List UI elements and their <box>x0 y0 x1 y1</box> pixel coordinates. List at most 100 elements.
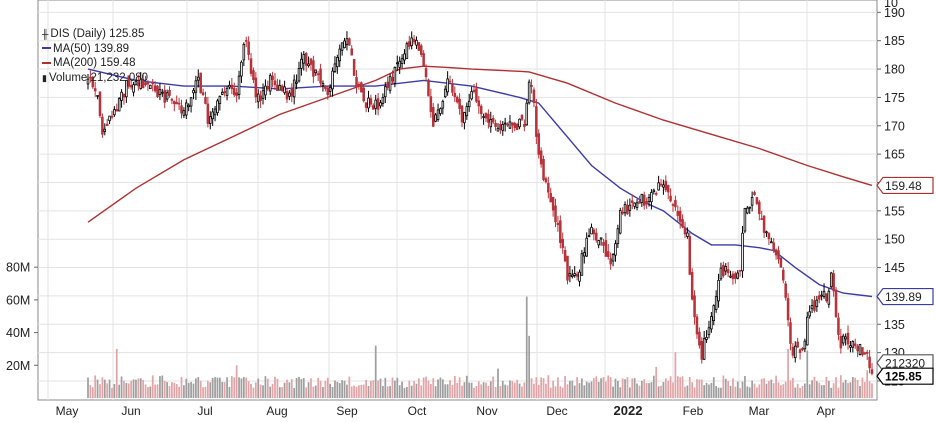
candle-body <box>460 105 464 123</box>
volume-bar <box>132 379 135 398</box>
candle-body <box>247 41 250 55</box>
candle <box>760 210 763 220</box>
candle <box>161 88 164 97</box>
candle <box>93 81 97 97</box>
candle-body <box>467 100 471 108</box>
volume-bar <box>415 383 418 398</box>
volume-bar <box>518 383 521 398</box>
volume-bar <box>127 383 130 398</box>
volume-bar <box>350 386 353 398</box>
candle <box>357 81 361 90</box>
candle-body <box>117 98 121 112</box>
candle <box>479 104 483 120</box>
candle <box>252 67 255 84</box>
candle-body <box>638 201 641 204</box>
volume-bar <box>640 380 643 398</box>
candle-body <box>331 70 334 90</box>
candle <box>515 122 519 131</box>
candle <box>321 80 325 92</box>
candle <box>674 195 677 211</box>
candle <box>777 246 780 264</box>
volume-bar <box>643 379 646 398</box>
candle-body <box>746 207 749 214</box>
candle-body <box>218 95 222 104</box>
volume-bar <box>192 383 195 398</box>
value-badge-frame <box>876 367 934 385</box>
candle <box>139 71 143 90</box>
candle-body <box>127 75 131 87</box>
volume-bar <box>758 384 761 398</box>
volume-bar <box>214 377 216 398</box>
candle <box>285 88 289 103</box>
candle-body <box>336 57 339 68</box>
volume-bar <box>700 379 703 398</box>
candle <box>794 341 797 363</box>
volume-bar <box>240 378 243 398</box>
candle-body <box>551 196 555 211</box>
candle-body <box>307 63 310 67</box>
candle-body <box>695 316 699 335</box>
candle-body <box>693 295 696 318</box>
volume-bar <box>866 370 869 398</box>
candle <box>288 90 291 101</box>
candle-body <box>647 196 651 202</box>
ma200-swatch <box>42 61 51 64</box>
candle-body <box>731 273 735 280</box>
candle-body <box>496 127 500 132</box>
volume-bar <box>676 376 679 398</box>
candle <box>731 271 735 285</box>
volume-bar <box>609 377 612 398</box>
candle <box>381 93 385 107</box>
volume-bar <box>96 379 99 398</box>
candle-body <box>714 296 718 310</box>
volume-bar <box>871 383 873 398</box>
volume-bar <box>585 381 588 398</box>
candle <box>616 224 620 248</box>
volume-tick-label: 60M <box>6 293 30 307</box>
volume-bar <box>111 387 113 398</box>
candle-body <box>686 232 689 237</box>
volume-bar <box>825 376 828 398</box>
candle-body <box>494 122 497 127</box>
volume-bar <box>348 376 351 398</box>
value-badge-label: 159.48 <box>885 179 922 193</box>
candle-body <box>328 87 332 92</box>
candle-body <box>738 269 742 272</box>
candle <box>578 269 581 287</box>
candle-body <box>412 38 416 43</box>
candle-body <box>547 182 550 193</box>
volume-bar <box>849 382 852 398</box>
volume-bar <box>135 379 137 398</box>
candle-body <box>295 81 298 84</box>
candle-body <box>815 299 819 307</box>
price-tick-label: 170 <box>884 119 905 133</box>
candle <box>597 239 600 249</box>
candle <box>832 269 835 297</box>
candle <box>640 193 644 207</box>
candle <box>817 290 821 304</box>
candle-body <box>652 189 656 192</box>
value-badge: 139.89 <box>876 287 934 306</box>
x-axis-month-label: Feb <box>683 404 704 418</box>
candle <box>846 325 850 350</box>
volume-bar <box>252 387 255 398</box>
candle <box>388 73 392 94</box>
candle-body <box>690 272 694 300</box>
volume-bar <box>652 375 655 398</box>
volume-bar <box>768 381 770 398</box>
volume-bar <box>638 385 641 398</box>
candle <box>350 45 353 56</box>
candle-body <box>837 317 840 335</box>
volume-bar <box>664 378 667 398</box>
volume-bar <box>674 352 677 398</box>
candle <box>156 84 159 99</box>
chart-legend: ╫ DIS (Daily) 125.85 MA(50) 139.89 MA(200… <box>42 27 148 85</box>
candle-body <box>379 102 382 107</box>
volume-bar <box>792 377 794 398</box>
volume-bar <box>624 379 626 398</box>
volume-bar <box>413 381 415 398</box>
volume-bar <box>578 383 581 398</box>
candle-body <box>549 192 552 203</box>
volume-bar <box>346 384 348 398</box>
volume-bar <box>830 387 833 398</box>
